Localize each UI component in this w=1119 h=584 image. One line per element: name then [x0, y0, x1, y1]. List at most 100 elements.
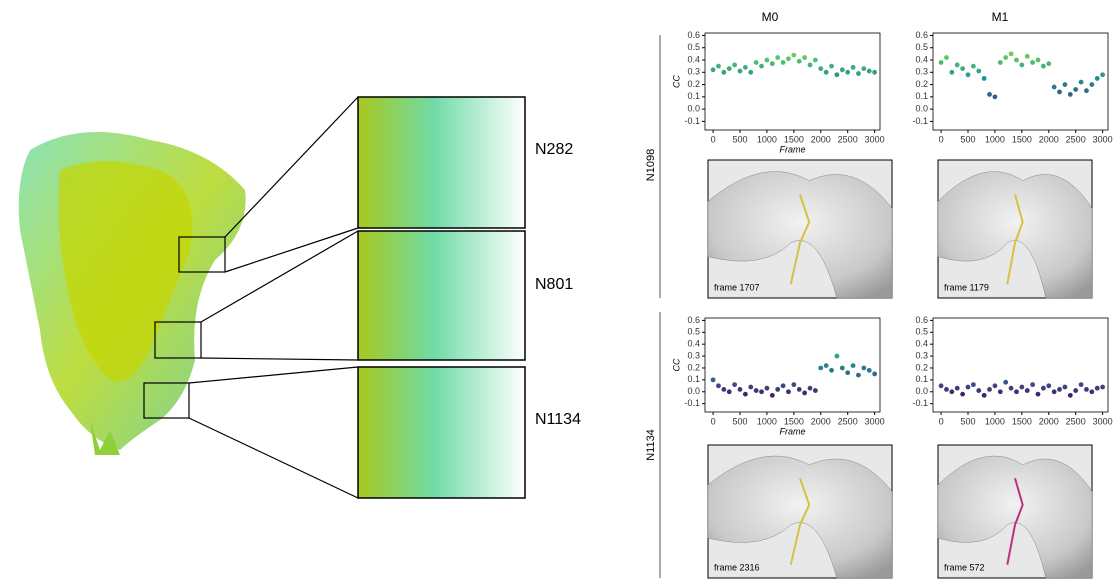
data-point: [781, 60, 786, 65]
data-point: [872, 70, 877, 75]
data-point: [1073, 388, 1078, 393]
data-point: [949, 389, 954, 394]
y-tick-label: 0.1: [915, 374, 928, 384]
data-point: [759, 64, 764, 69]
data-point: [1009, 51, 1014, 56]
data-point: [786, 389, 791, 394]
x-tick-label: 1500: [1012, 416, 1032, 426]
data-point: [721, 70, 726, 75]
y-tick-label: 0.4: [915, 54, 928, 64]
page: {"figure": {"column_headers": ["M0", "M1…: [0, 0, 1119, 584]
data-point: [1025, 388, 1030, 393]
x-tick-label: 500: [960, 416, 975, 426]
site-label: N1134: [535, 411, 581, 428]
data-point: [976, 69, 981, 74]
data-point: [944, 387, 949, 392]
data-point: [845, 370, 850, 375]
snapshot-label: frame 1707: [714, 282, 760, 292]
data-point: [1025, 54, 1030, 59]
data-point: [949, 70, 954, 75]
x-tick-label: 1000: [757, 134, 777, 144]
data-point: [775, 387, 780, 392]
y-tick-label: 0.5: [915, 327, 928, 337]
y-tick-label: -0.1: [912, 116, 928, 126]
y-tick-label: 0.2: [687, 362, 700, 372]
data-point: [1036, 58, 1041, 63]
data-point: [1084, 88, 1089, 93]
x-tick-label: 500: [732, 416, 747, 426]
data-point: [976, 388, 981, 393]
data-point: [765, 58, 770, 63]
y-tick-label: 0.3: [687, 67, 700, 77]
y-tick-label: 0.3: [687, 350, 700, 360]
data-point: [748, 385, 753, 390]
data-point: [781, 383, 786, 388]
data-point: [1003, 380, 1008, 385]
data-point: [824, 70, 829, 75]
x-tick-label: 0: [711, 416, 716, 426]
data-point: [867, 368, 872, 373]
data-point: [738, 387, 743, 392]
data-point: [1030, 382, 1035, 387]
x-tick-label: 500: [960, 134, 975, 144]
y-tick-label: 0.2: [915, 362, 928, 372]
data-point: [966, 72, 971, 77]
x-tick-label: 0: [711, 134, 716, 144]
y-tick-label: 0.0: [915, 386, 928, 396]
data-point: [813, 388, 818, 393]
data-point: [727, 66, 732, 71]
data-point: [840, 67, 845, 72]
data-point: [738, 69, 743, 74]
data-point: [1041, 386, 1046, 391]
data-point: [1095, 386, 1100, 391]
x-tick-label: 1500: [784, 416, 804, 426]
data-point: [802, 55, 807, 60]
data-point: [993, 94, 998, 99]
x-tick-label: 2000: [811, 134, 831, 144]
y-tick-label: -0.1: [684, 116, 700, 126]
data-point: [1003, 55, 1008, 60]
data-point: [993, 383, 998, 388]
y-tick-label: 0.1: [687, 374, 700, 384]
data-point: [775, 55, 780, 60]
data-point: [987, 92, 992, 97]
data-point: [1100, 72, 1105, 77]
y-tick-label: -0.1: [912, 398, 928, 408]
data-point: [770, 393, 775, 398]
data-point: [982, 76, 987, 81]
data-point: [1057, 387, 1062, 392]
data-point: [1063, 385, 1068, 390]
snapshot-label: frame 2316: [714, 562, 760, 572]
column-header: M1: [992, 10, 1009, 24]
x-tick-label: 1000: [985, 416, 1005, 426]
data-point: [1019, 63, 1024, 68]
y-axis-label: CC: [671, 75, 681, 88]
column-header: M0: [762, 10, 779, 24]
data-point: [732, 63, 737, 68]
x-tick-label: 2000: [1039, 416, 1059, 426]
data-point: [939, 383, 944, 388]
y-tick-label: 0.5: [687, 327, 700, 337]
y-tick-label: 0.2: [687, 79, 700, 89]
y-tick-label: 0.5: [915, 42, 928, 52]
data-point: [998, 60, 1003, 65]
data-point: [824, 363, 829, 368]
y-tick-label: 0.0: [687, 386, 700, 396]
data-point: [818, 366, 823, 371]
x-axis-label: Frame: [779, 144, 805, 154]
snapshot-label: frame 1179: [944, 282, 989, 292]
figure: N282 N801 N1134 M0 M1 N1098 N1134 frame …: [0, 0, 1119, 579]
data-point: [1089, 389, 1094, 394]
data-point: [808, 63, 813, 68]
data-point: [808, 386, 813, 391]
data-point: [840, 366, 845, 371]
x-tick-label: 2500: [838, 134, 858, 144]
data-point: [835, 72, 840, 77]
data-point: [1009, 386, 1014, 391]
y-axis-label: CC: [671, 358, 681, 371]
data-point: [1079, 382, 1084, 387]
x-tick-label: 0: [939, 416, 944, 426]
site-label: N801: [535, 276, 573, 293]
y-tick-label: 0.0: [687, 104, 700, 114]
